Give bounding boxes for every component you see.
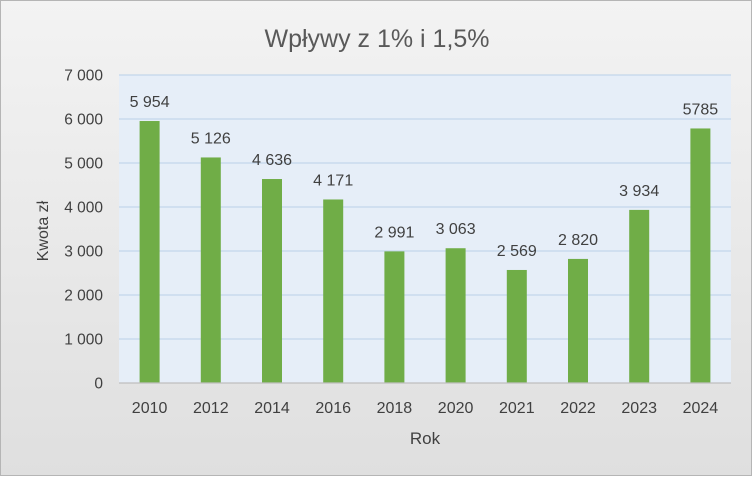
data-label: 2 569 [497, 243, 537, 260]
data-labels: 5 954 5 126 4 636 4 171 2 991 3 063 2 569 2 820… [130, 94, 719, 260]
y-tick-label: 0 [94, 376, 103, 393]
x-tick-label: 2010 [132, 400, 168, 417]
bar [568, 258, 588, 383]
x-tick-label: 2020 [438, 400, 474, 417]
bar [629, 209, 650, 383]
data-label: 3 063 [436, 221, 476, 238]
data-label: 5785 [683, 101, 719, 118]
y-tick-label: 6 000 [64, 112, 103, 129]
y-axis-tick-labels: 0 1 000 2 000 3 000 4 000 5 000 6 000 7 000 [64, 68, 103, 393]
y-tick-label: 2 000 [64, 288, 103, 305]
y-tick-label: 5 000 [64, 156, 103, 173]
bar [384, 251, 405, 383]
data-label: 4 636 [252, 152, 292, 169]
y-tick-label: 1 000 [64, 332, 103, 349]
x-tick-label: 2016 [315, 400, 351, 417]
plot-area [119, 75, 731, 383]
x-tick-label: 2021 [499, 400, 535, 417]
bar [323, 199, 344, 383]
x-tick-label: 2024 [683, 400, 719, 417]
x-axis-tick-labels: 2010 2012 2014 2016 2018 2020 2021 2022 2023 2024 [132, 400, 718, 417]
y-axis-title: Kwota zł [35, 200, 52, 261]
x-tick-label: 2018 [377, 400, 413, 417]
bar [139, 121, 160, 384]
x-axis-title: Rok [410, 429, 441, 448]
y-tick-label: 3 000 [64, 244, 103, 261]
data-label: 5 126 [191, 130, 231, 147]
data-label: 5 954 [130, 94, 170, 111]
y-tick-label: 7 000 [64, 68, 103, 85]
gridlines [119, 74, 731, 340]
bar [690, 128, 711, 383]
data-label: 3 934 [619, 183, 659, 200]
data-label: 4 171 [313, 172, 353, 189]
data-label: 2 820 [558, 232, 598, 249]
y-tick-label: 4 000 [64, 200, 103, 217]
chart-title: Wpływy z 1% i 1,5% [264, 25, 489, 53]
x-tick-label: 2012 [193, 400, 229, 417]
x-tick-label: 2022 [560, 400, 596, 417]
bar [445, 248, 466, 383]
data-label: 2 991 [374, 224, 414, 241]
bar [262, 179, 282, 383]
bar [506, 269, 527, 383]
bars [139, 121, 711, 384]
bar [200, 157, 221, 383]
x-tick-label: 2014 [254, 400, 290, 417]
x-tick-label: 2023 [621, 400, 657, 417]
